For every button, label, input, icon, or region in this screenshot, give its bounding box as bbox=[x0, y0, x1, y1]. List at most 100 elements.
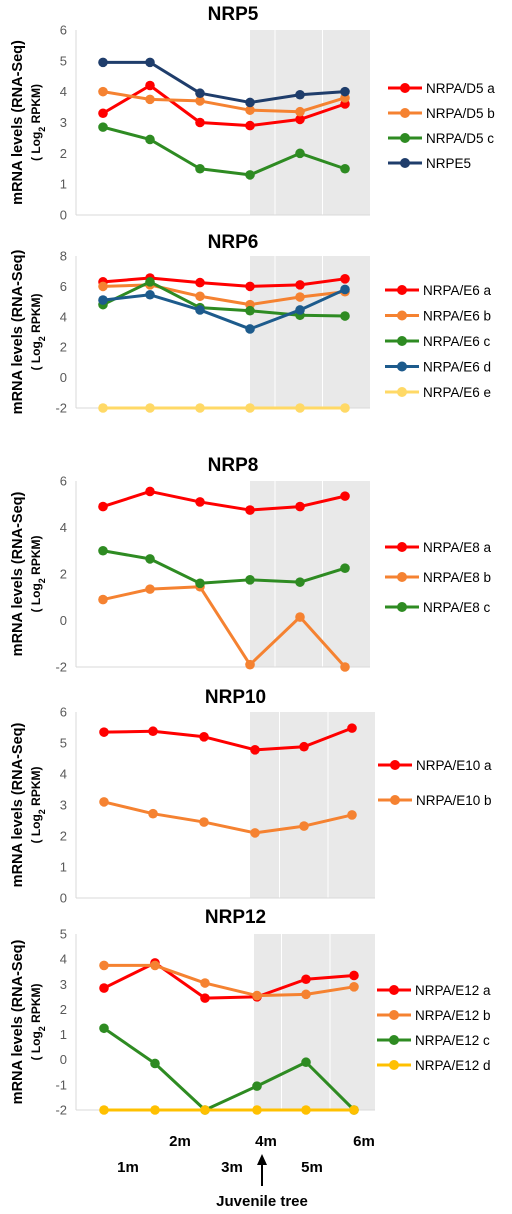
series-line bbox=[102, 288, 346, 331]
y-tick-label: 0 bbox=[60, 891, 67, 906]
legend-label: NRPA/E8 c bbox=[423, 600, 491, 615]
y-axis-sublabel: ( Log2 RPKM) bbox=[29, 766, 47, 843]
juvenile-shade bbox=[250, 481, 370, 667]
data-point bbox=[340, 86, 350, 97]
data-point bbox=[195, 117, 205, 128]
juvenile-shade bbox=[254, 934, 375, 1110]
y-tick-label: 1 bbox=[60, 1027, 67, 1042]
data-point bbox=[195, 88, 205, 99]
data-point bbox=[340, 163, 350, 174]
legend-swatch-marker bbox=[389, 1010, 399, 1020]
legend-swatch-marker bbox=[389, 1060, 399, 1070]
data-point bbox=[145, 80, 155, 91]
data-point bbox=[99, 960, 109, 971]
data-point bbox=[145, 57, 155, 68]
series-line bbox=[103, 60, 346, 104]
legend-label: NRPA/E12 d bbox=[415, 1058, 491, 1073]
y-axis-label: mRNA levels (RNA-Seq) bbox=[10, 250, 26, 415]
data-point bbox=[301, 1105, 311, 1115]
data-point bbox=[199, 732, 209, 742]
data-point bbox=[245, 170, 255, 180]
data-point bbox=[295, 577, 305, 587]
data-point bbox=[349, 1105, 359, 1115]
legend-label: NRPA/E8 b bbox=[423, 570, 491, 585]
data-point bbox=[145, 486, 155, 497]
data-point bbox=[295, 501, 305, 512]
legend-swatch-marker bbox=[397, 310, 407, 321]
chart-title: NRP12 bbox=[205, 907, 266, 928]
series-line bbox=[104, 963, 355, 998]
legend-label: NRPE5 bbox=[426, 156, 471, 171]
chart-panel-nrp8: -2 0 2 4 6 NRP8 mRNA levels (RNA-Seq)( Log2 RP… bbox=[10, 455, 492, 675]
y-tick-label: -2 bbox=[55, 660, 67, 675]
legend-swatch-marker bbox=[397, 361, 407, 372]
legend-swatch-marker bbox=[397, 572, 407, 582]
data-point bbox=[145, 289, 155, 300]
y-tick-label: 4 bbox=[60, 520, 67, 535]
data-point bbox=[195, 163, 205, 174]
series-line bbox=[103, 961, 355, 1000]
data-point bbox=[245, 97, 255, 108]
data-point bbox=[145, 134, 155, 145]
y-tick-label: 0 bbox=[60, 370, 67, 385]
series-line bbox=[102, 125, 346, 177]
data-point bbox=[301, 1057, 311, 1068]
data-point bbox=[200, 1105, 210, 1115]
y-tick-label: 3 bbox=[60, 798, 67, 813]
data-point bbox=[340, 274, 350, 284]
series-line bbox=[102, 489, 346, 512]
data-point bbox=[99, 1023, 109, 1034]
data-point bbox=[245, 105, 255, 115]
legend-label: NRPA/E10 a bbox=[416, 758, 492, 773]
data-point bbox=[245, 324, 255, 334]
data-point bbox=[301, 974, 311, 985]
legend-swatch-marker bbox=[400, 158, 410, 168]
data-point bbox=[245, 281, 255, 292]
series-line bbox=[103, 800, 353, 835]
legend-label: NRPA/D5 b bbox=[426, 106, 495, 121]
data-point bbox=[199, 817, 209, 827]
y-axis-label: mRNA levels (RNA-Seq) bbox=[10, 723, 26, 888]
legend-swatch-marker bbox=[397, 387, 407, 397]
data-point bbox=[150, 960, 160, 971]
y-tick-label: 8 bbox=[60, 249, 67, 264]
legend-label: NRPA/E6 a bbox=[423, 283, 492, 298]
legend-swatch-marker bbox=[400, 108, 410, 118]
data-point bbox=[99, 983, 109, 993]
data-point bbox=[145, 277, 155, 287]
data-point bbox=[200, 978, 210, 988]
data-point bbox=[295, 114, 305, 125]
legend-swatch-marker bbox=[390, 795, 400, 805]
legend-label: NRPA/D5 c bbox=[426, 131, 494, 146]
data-point bbox=[195, 277, 205, 288]
data-point bbox=[150, 1105, 160, 1115]
data-point bbox=[195, 578, 205, 589]
y-tick-label: 4 bbox=[60, 952, 67, 967]
data-point bbox=[150, 1058, 160, 1069]
data-point bbox=[98, 57, 108, 68]
y-tick-label: -1 bbox=[55, 1077, 67, 1092]
data-point bbox=[98, 501, 108, 512]
data-point bbox=[299, 741, 309, 752]
data-point bbox=[295, 403, 305, 413]
data-point bbox=[252, 1105, 262, 1115]
data-point bbox=[195, 403, 205, 413]
legend-swatch-marker bbox=[389, 1035, 399, 1045]
x-tick-label: 6m bbox=[353, 1133, 375, 1150]
y-tick-label: 6 bbox=[60, 705, 67, 720]
series-line bbox=[103, 1027, 356, 1112]
y-tick-label: 4 bbox=[60, 309, 67, 324]
legend-label: NRPA/E12 b bbox=[415, 1008, 491, 1023]
data-point bbox=[245, 403, 255, 413]
data-point bbox=[299, 821, 309, 831]
series-line bbox=[102, 585, 347, 669]
legend-label: NRPA/E12 a bbox=[415, 983, 491, 998]
x-tick-label: 3m bbox=[221, 1159, 243, 1176]
series-line bbox=[102, 280, 346, 318]
data-point bbox=[347, 723, 357, 733]
legend-swatch-marker bbox=[397, 336, 407, 346]
legend-swatch-marker bbox=[390, 760, 400, 770]
data-point bbox=[295, 305, 305, 315]
data-point bbox=[245, 659, 255, 670]
data-point bbox=[145, 584, 155, 594]
